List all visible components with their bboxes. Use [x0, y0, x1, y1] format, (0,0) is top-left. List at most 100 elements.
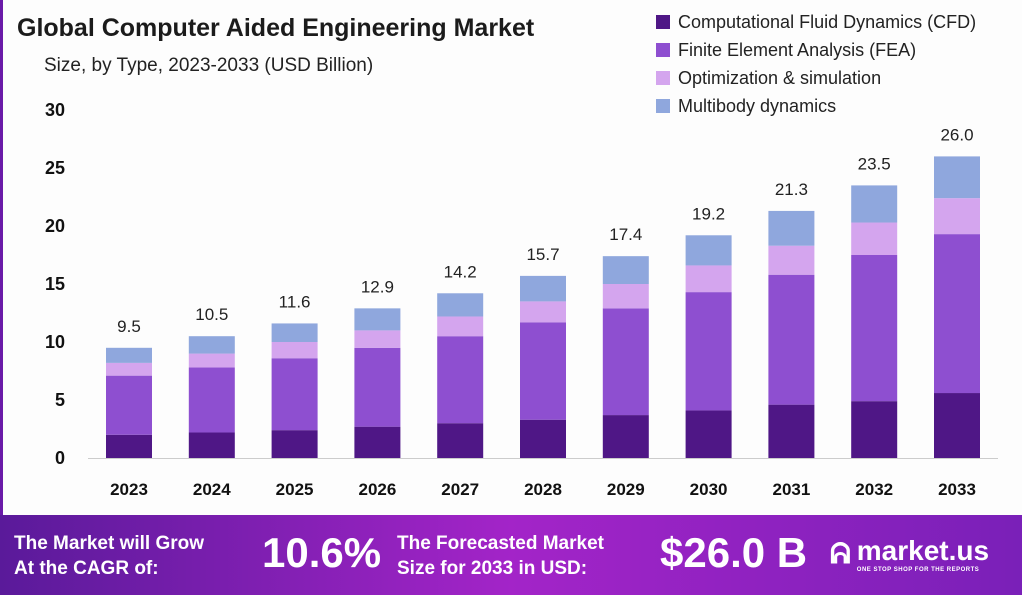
- bar-segment: [106, 347, 152, 363]
- x-tick-label: 2028: [524, 480, 562, 499]
- cagr-label-line: At the CAGR of:: [14, 558, 159, 579]
- bar-total-label: 9.5: [117, 317, 141, 336]
- x-tick-label: 2023: [110, 480, 148, 499]
- bar-total-label: 15.7: [526, 245, 559, 264]
- bar-segment: [437, 423, 484, 458]
- bar-segment: [437, 316, 484, 337]
- x-tick-label: 2031: [772, 480, 810, 499]
- bar-segment: [354, 330, 401, 348]
- bar-segment: [685, 265, 732, 293]
- bar-segment: [685, 235, 732, 266]
- legend-label: Finite Element Analysis (FEA): [678, 39, 917, 60]
- bar-total-label: 19.2: [692, 204, 725, 223]
- bar-total-label: 10.5: [195, 305, 228, 324]
- legend-swatch: [656, 43, 670, 57]
- bar-segment: [934, 156, 980, 199]
- bar-segment: [602, 284, 649, 309]
- bar-total-label: 21.3: [775, 180, 808, 199]
- cagr-value: 10.6%: [262, 529, 382, 576]
- bar-segment: [271, 358, 318, 431]
- bar-segment: [271, 342, 318, 359]
- bar-segment: [768, 404, 815, 458]
- bar-segment: [768, 210, 815, 246]
- market-size-label: The Forecasted Market Size for 2033 in US…: [397, 531, 604, 581]
- bar-segment: [602, 415, 649, 458]
- bar-segment: [851, 255, 898, 402]
- bar-segment: [520, 322, 566, 420]
- x-tick-label: 2030: [690, 480, 728, 499]
- x-tick-label: 2025: [276, 480, 314, 499]
- bar-segment: [851, 401, 898, 458]
- bar-segment: [106, 362, 152, 376]
- legend-item: Multibody dynamics: [656, 92, 976, 120]
- cagr-label-line: The Market will Grow: [14, 533, 205, 554]
- bar-segment: [602, 256, 649, 284]
- legend-item: Computational Fluid Dynamics (CFD): [656, 8, 976, 36]
- bar-total-label: 26.0: [940, 125, 973, 144]
- market-size-label-line: Size for 2033 in USD:: [397, 558, 588, 579]
- legend-swatch: [656, 71, 670, 85]
- legend-label: Multibody dynamics: [678, 95, 837, 116]
- bar-segment: [188, 367, 235, 433]
- bar-segment: [354, 308, 401, 331]
- chart-title: Global Computer Aided Engineering Market: [17, 14, 535, 42]
- bar-total-label: 11.6: [279, 292, 311, 311]
- bar-segment: [437, 293, 484, 317]
- bar-segment: [934, 393, 980, 458]
- bar-total-label: 17.4: [609, 225, 642, 244]
- bar-segment: [685, 292, 732, 411]
- x-tick-label: 2027: [441, 480, 479, 499]
- bar-segment: [271, 323, 318, 342]
- legend-item: Optimization & simulation: [656, 64, 976, 92]
- bar-segment: [934, 234, 980, 394]
- bar-segment: [106, 375, 152, 435]
- y-tick-label: 0: [55, 448, 65, 468]
- bar-total-label: 12.9: [361, 277, 394, 296]
- bar-segment: [106, 434, 152, 458]
- x-tick-label: 2032: [855, 480, 893, 499]
- bar-segment: [354, 347, 401, 427]
- x-tick-label: 2024: [193, 480, 231, 499]
- chart-panel: Global Computer Aided Engineering Market…: [0, 0, 998, 515]
- cagr-label: The Market will Grow At the CAGR of:: [14, 531, 204, 581]
- y-tick-label: 25: [45, 158, 65, 178]
- logo-tagline: ONE STOP SHOP FOR THE REPORTS: [856, 567, 980, 573]
- bar-total-label: 14.2: [444, 262, 477, 281]
- bar-segment: [188, 336, 235, 354]
- market-size-value: $26.0 B: [660, 529, 808, 576]
- bar-segment: [851, 222, 898, 255]
- legend-item: Finite Element Analysis (FEA): [656, 36, 976, 64]
- bar-segment: [188, 432, 235, 458]
- legend-swatch: [656, 15, 670, 29]
- bar-total-label: 23.5: [858, 154, 891, 173]
- bar-segment: [602, 308, 649, 416]
- legend-label: Computational Fluid Dynamics (CFD): [678, 11, 977, 32]
- bar-segment: [934, 198, 980, 235]
- legend: Computational Fluid Dynamics (CFD) Finit…: [656, 8, 976, 120]
- bar-segment: [768, 274, 815, 405]
- bar-segment: [520, 419, 566, 458]
- footer-banner: The Market will Grow At the CAGR of: 10.6…: [0, 515, 1022, 595]
- bar-segment: [685, 410, 732, 458]
- x-tick-label: 2029: [607, 480, 645, 499]
- bar-segment: [851, 185, 898, 223]
- logo-wordmark: market.us ONE STOP SHOP FOR THE REPORTS: [857, 535, 989, 573]
- bar-segment: [188, 353, 235, 368]
- y-tick-label: 15: [45, 274, 65, 294]
- bar-segment: [437, 336, 484, 424]
- y-tick-label: 5: [55, 390, 65, 410]
- bar-segment: [520, 301, 566, 323]
- chart-subtitle: Size, by Type, 2023-2033 (USD Billion): [44, 55, 374, 76]
- x-tick-label: 2033: [938, 480, 976, 499]
- y-tick-label: 10: [45, 332, 65, 352]
- y-tick-label: 30: [45, 100, 65, 120]
- legend-label: Optimization & simulation: [678, 67, 882, 88]
- legend-swatch: [656, 99, 670, 113]
- logo-text: market.us: [856, 535, 990, 566]
- y-tick-label: 20: [45, 216, 65, 236]
- x-tick-label: 2026: [358, 480, 396, 499]
- logo-icon: ᕱ: [830, 537, 851, 569]
- bar-segment: [354, 426, 401, 458]
- bar-segment: [520, 275, 566, 302]
- bar-chart: 0510152025309.5202310.5202411.6202512.92…: [45, 100, 998, 499]
